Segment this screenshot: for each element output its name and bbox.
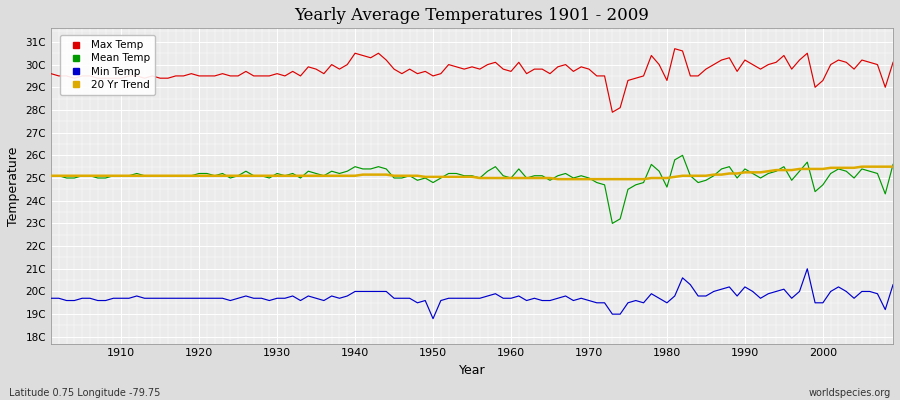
Text: worldspecies.org: worldspecies.org — [809, 388, 891, 398]
Text: Latitude 0.75 Longitude -79.75: Latitude 0.75 Longitude -79.75 — [9, 388, 160, 398]
Y-axis label: Temperature: Temperature — [7, 146, 20, 226]
Title: Yearly Average Temperatures 1901 - 2009: Yearly Average Temperatures 1901 - 2009 — [294, 7, 650, 24]
X-axis label: Year: Year — [459, 364, 485, 377]
Legend: Max Temp, Mean Temp, Min Temp, 20 Yr Trend: Max Temp, Mean Temp, Min Temp, 20 Yr Tre… — [60, 35, 155, 95]
